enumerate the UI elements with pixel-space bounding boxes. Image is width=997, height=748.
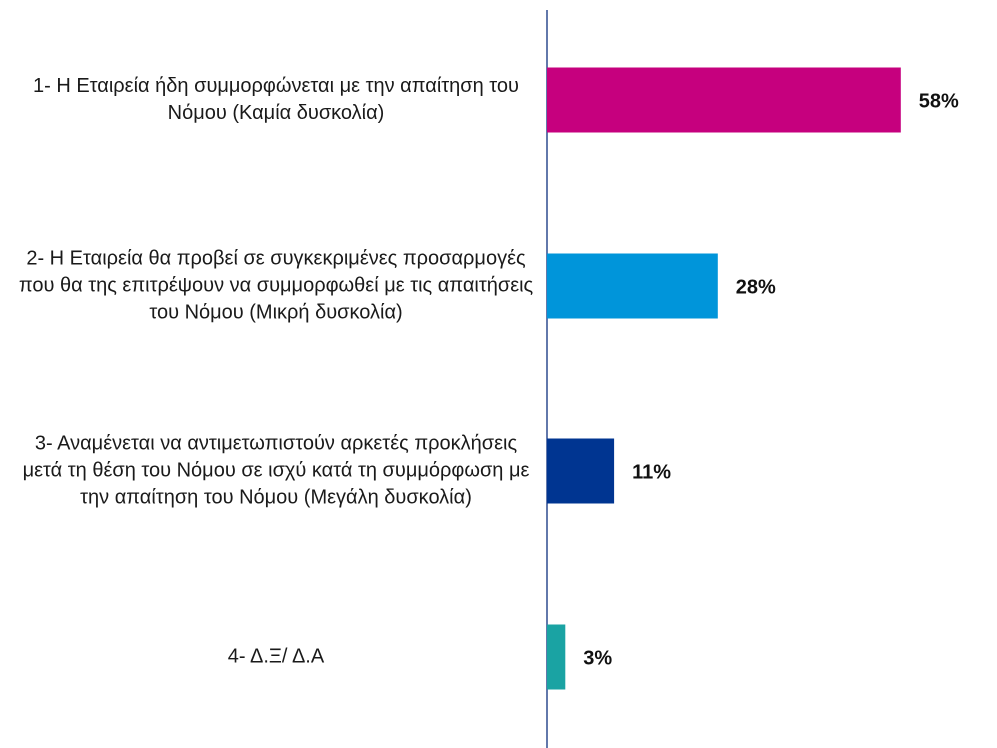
value-label: 11% bbox=[632, 461, 671, 483]
value-label: 58% bbox=[919, 90, 959, 112]
bar bbox=[547, 438, 615, 504]
category-label: 4- Δ.Ξ/ Δ.Α bbox=[227, 645, 325, 668]
category-label: 2- Η Εταιρεία θα προβεί σε συγκεκριμένες… bbox=[18, 247, 534, 324]
value-label: 3% bbox=[583, 647, 612, 669]
bar bbox=[547, 67, 901, 133]
category-label: 1- Η Εταιρεία ήδη συμμορφώνεται με την α… bbox=[33, 75, 519, 124]
bar bbox=[547, 624, 566, 690]
category-label: 3- Αναμένεται να αντιμετωπιστούν αρκετές… bbox=[22, 432, 530, 509]
bar bbox=[547, 253, 718, 319]
value-label: 28% bbox=[736, 276, 776, 298]
